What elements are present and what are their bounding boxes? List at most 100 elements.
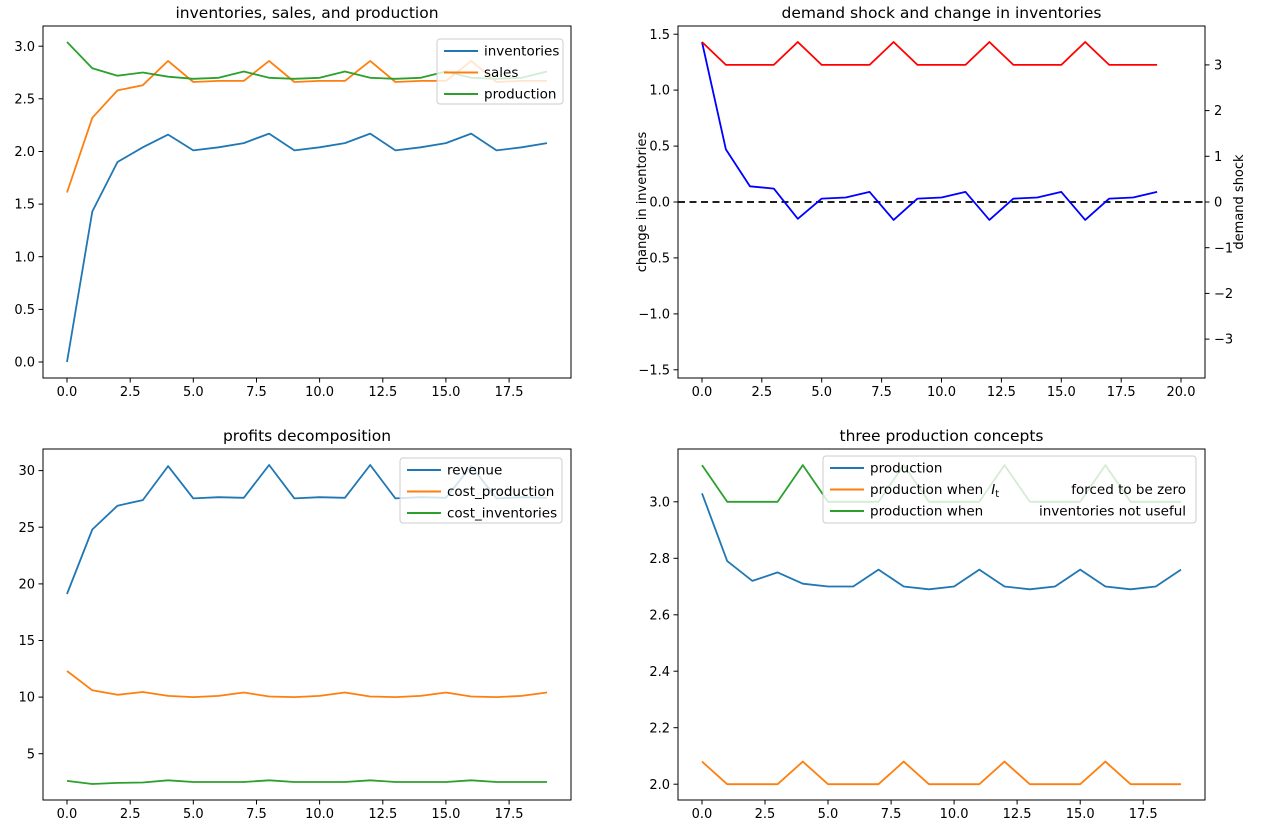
y2-tick-label: −1 — [1214, 241, 1233, 256]
x-tick-label: 10.0 — [305, 385, 334, 400]
chart-demand-shock-change-in-inventories: demand shock and change in inventories 0… — [632, 0, 1264, 417]
series-line-demand-shock — [701, 41, 1158, 66]
y2-tick-label: 1 — [1214, 150, 1222, 165]
y-tick-label: 2.8 — [649, 552, 670, 567]
x-tick-label: 10.0 — [940, 807, 969, 822]
y-axis: −1.5 −1.0 −0.5 0.0 0.5 1.0 1.5 — [638, 28, 678, 378]
y-tick-label: 1.0 — [649, 84, 670, 99]
y-tick-label: 2.4 — [649, 665, 670, 680]
legend-label-right: forced to be zero — [1071, 482, 1186, 498]
x-tick-label: 17.5 — [495, 807, 524, 822]
x-tick-label: 0.0 — [692, 385, 713, 400]
x-tick-label: 10.0 — [305, 807, 334, 822]
y-tick-label: 25 — [18, 521, 35, 536]
x-tick-label: 15.0 — [1047, 385, 1076, 400]
series-line-cost-production — [66, 670, 548, 699]
x-axis: 0.0 2.5 5.0 7.5 10.0 12.5 15.0 17.5 20.0 — [692, 378, 1196, 400]
x-tick-label: 7.5 — [881, 807, 902, 822]
y-tick-label: 0.5 — [649, 140, 670, 155]
legend: revenue cost_production cost_inventories — [399, 457, 563, 524]
y2-axis: −3 −2 −1 0 1 2 3 — [1205, 59, 1233, 348]
x-tick-label: 7.5 — [871, 385, 892, 400]
series-line-production — [701, 492, 1182, 591]
y-tick-label: 2.0 — [14, 145, 35, 160]
axes-spines — [677, 448, 1206, 801]
x-tick-label: 17.5 — [1129, 807, 1158, 822]
x-tick-label: 12.5 — [1003, 807, 1032, 822]
x-tick-label: 15.0 — [431, 807, 460, 822]
x-tick-label: 0.0 — [57, 807, 78, 822]
inventories-sales-production-plot: 0.0 2.5 5.0 7.5 10.0 12.5 15.0 17.5 0.0 0.5 1.0 1.5… — [14, 25, 572, 400]
x-tick-label: 17.5 — [1107, 385, 1136, 400]
chart-three-production-concepts: three production concepts 0.0 2.5 5.0 7.5 10… — [632, 417, 1264, 834]
x-tick-label: 5.0 — [183, 807, 204, 822]
x-tick-label: 15.0 — [1066, 807, 1095, 822]
legend-label: production — [870, 461, 943, 477]
x-tick-label: 2.5 — [120, 807, 141, 822]
legend: production production when It forced to be … — [822, 455, 1197, 524]
x-tick-label: 2.5 — [755, 807, 776, 822]
x-tick-label: 0.0 — [692, 807, 713, 822]
legend-label: production — [484, 87, 557, 103]
y-tick-label: 1.0 — [14, 250, 35, 265]
legend-label: cost_inventories — [447, 506, 557, 522]
x-axis: 0.0 2.5 5.0 7.5 10.0 12.5 15.0 17.5 — [57, 378, 524, 400]
y-axis: 2.0 2.2 2.4 2.6 2.8 3.0 — [649, 495, 678, 793]
x-tick-label: 5.0 — [811, 385, 832, 400]
y2-tick-label: 3 — [1214, 59, 1222, 74]
chart-title: profits decomposition — [222, 427, 392, 445]
y-axis: 5 10 15 20 25 30 — [18, 464, 43, 762]
y-tick-label: 0.5 — [14, 303, 35, 318]
legend-label: inventories — [484, 44, 559, 60]
x-tick-label: 12.5 — [368, 385, 397, 400]
y2-tick-label: 2 — [1214, 104, 1222, 119]
y-tick-label: 2.2 — [649, 721, 670, 736]
axes-spines — [42, 25, 572, 379]
x-axis: 0.0 2.5 5.0 7.5 10.0 12.5 15.0 17.5 — [692, 800, 1158, 822]
demand-shock-change-in-inventories-plot: 0.0 2.5 5.0 7.5 10.0 12.5 15.0 17.5 20.0−1.5−1.0… — [635, 25, 1247, 400]
three-production-concepts-plot: 0.0 2.5 5.0 7.5 10.0 12.5 15.0 17.5 2.0 2.2 2.4 2.6… — [649, 448, 1206, 822]
legend: inventories sales production — [436, 38, 564, 105]
y-tick-label: −0.5 — [638, 252, 670, 267]
y2-tick-label: −2 — [1214, 287, 1233, 302]
chart-title: inventories, sales, and production — [175, 4, 439, 22]
y-axis: 0.0 0.5 1.0 1.5 2.0 2.5 3.0 — [14, 40, 43, 371]
y-tick-label: 0.0 — [14, 356, 35, 371]
series-line-inventories — [66, 132, 548, 363]
x-tick-label: 10.0 — [927, 385, 956, 400]
y-tick-label: 2.5 — [14, 92, 35, 107]
x-tick-label: 7.5 — [246, 385, 267, 400]
chart-title: demand shock and change in inventories — [781, 4, 1102, 22]
legend-box — [822, 455, 1197, 524]
x-tick-label: 17.5 — [495, 385, 524, 400]
y-tick-label: −1.0 — [638, 308, 670, 323]
y-tick-label: −1.5 — [638, 363, 670, 378]
legend-label: production when It — [870, 482, 999, 500]
y-tick-label: 30 — [18, 464, 35, 479]
x-tick-label: 12.5 — [368, 807, 397, 822]
y2-axis-label: demand shock — [1232, 154, 1247, 250]
chart-inventories-sales-production: inventories, sales, and production 0.0 2.… — [0, 0, 632, 417]
y-tick-label: 1.5 — [14, 198, 35, 213]
legend-label: cost_production — [447, 484, 554, 500]
chart-profits-decomposition: profits decomposition 0.0 2.5 5.0 7.5 10.0 12… — [0, 417, 632, 834]
y-tick-label: 10 — [18, 691, 35, 706]
axes-spines — [42, 448, 572, 801]
y-tick-label: 2.6 — [649, 608, 670, 623]
x-tick-label: 7.5 — [246, 807, 267, 822]
y-tick-label: 1.5 — [649, 28, 670, 43]
x-tick-label: 2.5 — [120, 385, 141, 400]
y-tick-label: 15 — [18, 634, 35, 649]
legend-label: sales — [484, 65, 518, 81]
legend-label: production when — [870, 504, 983, 520]
y-axis-label: change in inventories — [635, 132, 650, 273]
profits-decomposition-plot: 0.0 2.5 5.0 7.5 10.0 12.5 15.0 17.5 5 10 15 20 25 30 r… — [18, 448, 572, 822]
axes-spines — [677, 25, 1206, 379]
series-line-production-when-i-t-forced-to-be-zero — [701, 760, 1181, 786]
x-tick-label: 2.5 — [751, 385, 772, 400]
legend-box — [436, 38, 564, 105]
series-group — [701, 41, 1158, 221]
legend-label: revenue — [447, 463, 502, 479]
x-tick-label: 20.0 — [1167, 385, 1196, 400]
series-line-cost-inventories — [66, 779, 547, 785]
